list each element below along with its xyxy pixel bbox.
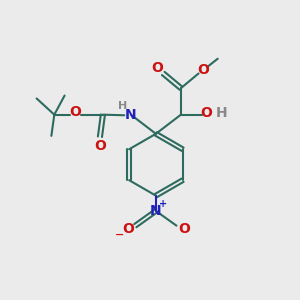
- Text: O: O: [178, 222, 190, 236]
- Text: H: H: [216, 106, 227, 120]
- Text: O: O: [200, 106, 212, 120]
- Text: H: H: [118, 101, 127, 111]
- Text: O: O: [69, 105, 81, 119]
- Text: O: O: [122, 222, 134, 236]
- Text: −: −: [115, 230, 125, 240]
- Text: N: N: [125, 108, 137, 122]
- Text: O: O: [197, 63, 209, 77]
- Text: O: O: [94, 139, 106, 153]
- Text: N: N: [150, 204, 162, 218]
- Text: O: O: [151, 61, 163, 75]
- Text: +: +: [159, 200, 167, 209]
